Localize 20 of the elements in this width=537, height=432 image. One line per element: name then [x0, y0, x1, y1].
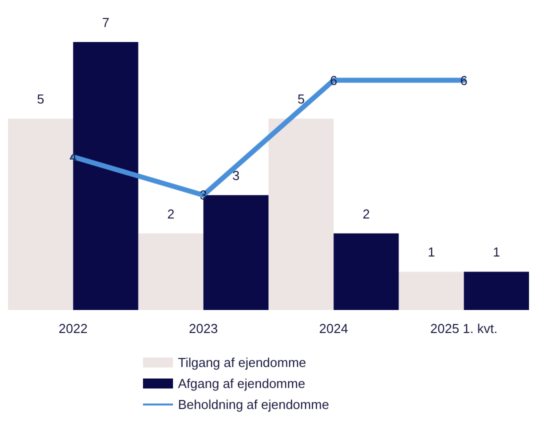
x-tick-label: 2022 — [58, 321, 88, 336]
bar — [334, 233, 399, 310]
data-label: 1 — [492, 244, 500, 260]
legend-label: Beholdning af ejendomme — [178, 397, 330, 412]
legend-label: Afgang af ejendomme — [178, 376, 306, 391]
x-tick-label: 2023 — [188, 321, 218, 336]
data-label: 5 — [297, 92, 305, 107]
bar — [464, 272, 529, 310]
data-label: 1 — [428, 244, 435, 260]
bar — [268, 118, 334, 310]
data-label: 2 — [362, 206, 370, 222]
bar — [138, 233, 204, 310]
data-label: 7 — [102, 15, 110, 30]
legend-label: Tilgang af ejendomme — [178, 355, 306, 370]
data-label: 3 — [232, 168, 240, 184]
x-tick-label: 2024 — [319, 321, 348, 336]
x-tick-label: 2025 1. kvt. — [430, 321, 498, 336]
data-label: 2 — [167, 206, 174, 222]
bar — [398, 272, 464, 310]
data-label: 5 — [36, 92, 44, 107]
